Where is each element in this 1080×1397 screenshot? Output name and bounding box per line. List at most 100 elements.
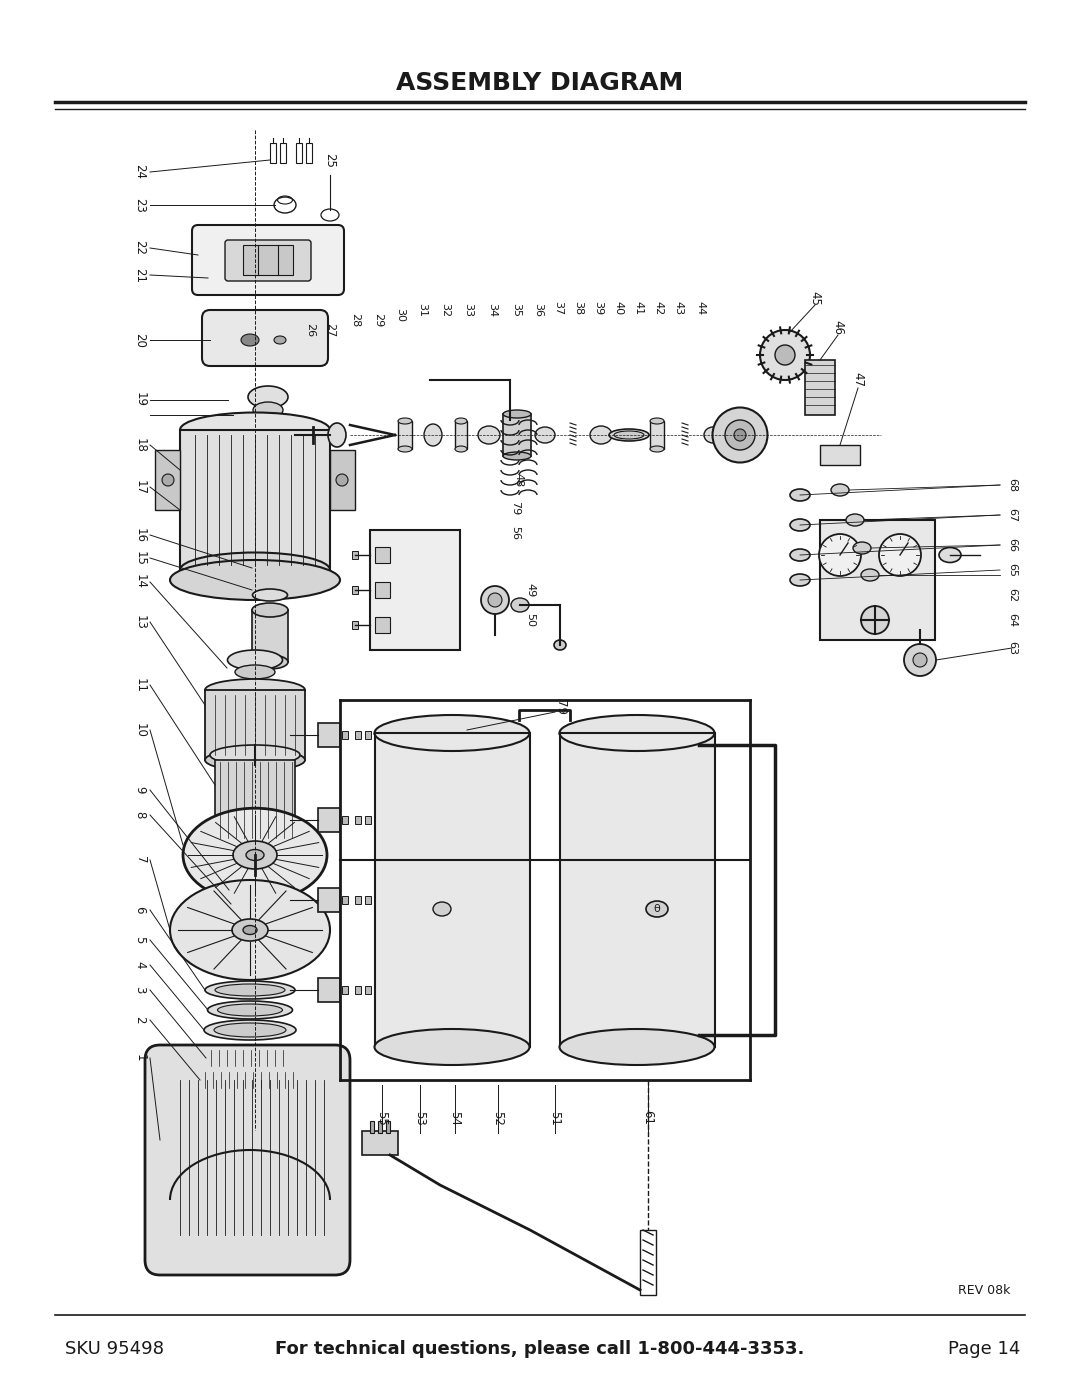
Ellipse shape <box>214 1023 286 1037</box>
Text: 62: 62 <box>1007 588 1017 602</box>
Ellipse shape <box>455 446 467 453</box>
Text: 30: 30 <box>395 307 405 321</box>
Ellipse shape <box>375 715 529 752</box>
Text: 33: 33 <box>463 303 473 317</box>
Bar <box>318 978 340 1002</box>
Text: 28: 28 <box>350 313 360 327</box>
Ellipse shape <box>853 542 870 555</box>
Text: 16: 16 <box>134 528 147 542</box>
Text: 55: 55 <box>376 1111 389 1126</box>
Bar <box>365 816 372 824</box>
Ellipse shape <box>170 560 340 599</box>
Ellipse shape <box>819 534 861 576</box>
Ellipse shape <box>207 1002 293 1018</box>
Ellipse shape <box>336 474 348 486</box>
Text: 51: 51 <box>549 1111 562 1126</box>
Bar <box>306 142 312 163</box>
Text: 29: 29 <box>373 313 383 327</box>
Ellipse shape <box>243 925 257 935</box>
Text: 27: 27 <box>325 323 335 337</box>
Text: 52: 52 <box>491 1111 504 1126</box>
Ellipse shape <box>252 655 288 669</box>
Text: 40: 40 <box>613 300 623 316</box>
Ellipse shape <box>252 604 288 617</box>
Bar <box>503 414 531 455</box>
Ellipse shape <box>229 883 281 897</box>
Text: 7: 7 <box>134 856 147 863</box>
Ellipse shape <box>488 592 502 608</box>
Text: 21: 21 <box>134 267 147 282</box>
Text: 49: 49 <box>525 583 535 597</box>
Bar <box>270 142 276 163</box>
Ellipse shape <box>559 1030 715 1065</box>
Ellipse shape <box>233 841 276 869</box>
Bar <box>805 360 835 415</box>
Text: 39: 39 <box>593 300 603 316</box>
Text: 8: 8 <box>134 812 147 819</box>
Bar <box>330 450 355 510</box>
Ellipse shape <box>245 901 265 907</box>
Bar <box>355 816 361 824</box>
Bar <box>640 1229 656 1295</box>
Ellipse shape <box>503 453 531 460</box>
Text: 45: 45 <box>809 291 822 306</box>
Ellipse shape <box>215 983 285 996</box>
Bar <box>215 760 295 840</box>
Ellipse shape <box>170 880 330 981</box>
Bar <box>375 548 390 563</box>
Bar <box>355 731 361 739</box>
Text: 50: 50 <box>525 613 535 627</box>
Ellipse shape <box>399 446 411 453</box>
Bar <box>342 731 348 739</box>
Bar <box>378 1120 382 1133</box>
Text: 1: 1 <box>134 1055 147 1062</box>
FancyBboxPatch shape <box>225 240 311 281</box>
Bar <box>362 1132 399 1155</box>
Ellipse shape <box>939 548 961 563</box>
Ellipse shape <box>210 835 300 855</box>
Ellipse shape <box>609 429 649 441</box>
Bar <box>352 622 357 629</box>
Text: 65: 65 <box>1007 563 1017 577</box>
Ellipse shape <box>274 337 286 344</box>
Text: 31: 31 <box>417 303 427 317</box>
Text: 25: 25 <box>324 152 337 168</box>
Text: For technical questions, please call 1-800-444-3353.: For technical questions, please call 1-8… <box>275 1340 805 1358</box>
Text: 61: 61 <box>642 1111 654 1126</box>
Ellipse shape <box>775 345 795 365</box>
Text: 2: 2 <box>134 1016 147 1024</box>
Ellipse shape <box>913 652 927 666</box>
Ellipse shape <box>433 902 451 916</box>
Text: 24: 24 <box>134 165 147 179</box>
Text: 22: 22 <box>134 240 147 256</box>
Text: REV 08k: REV 08k <box>958 1284 1010 1296</box>
Text: 3: 3 <box>134 986 147 993</box>
Text: 44: 44 <box>696 300 705 316</box>
Ellipse shape <box>831 483 849 496</box>
Bar <box>342 986 348 995</box>
Ellipse shape <box>328 423 346 447</box>
Ellipse shape <box>399 418 411 425</box>
Ellipse shape <box>232 919 268 942</box>
Bar <box>180 430 330 570</box>
Text: 67: 67 <box>1007 509 1017 522</box>
Bar <box>386 1120 390 1133</box>
Ellipse shape <box>590 426 612 444</box>
Text: θ: θ <box>653 904 660 914</box>
Bar <box>252 610 288 662</box>
Ellipse shape <box>615 432 644 439</box>
Ellipse shape <box>180 552 330 588</box>
Ellipse shape <box>217 1004 283 1016</box>
Ellipse shape <box>241 334 259 346</box>
Ellipse shape <box>204 1020 296 1039</box>
FancyBboxPatch shape <box>145 1045 350 1275</box>
Text: 38: 38 <box>573 300 583 316</box>
Text: 5: 5 <box>134 936 147 944</box>
Ellipse shape <box>760 330 810 380</box>
Ellipse shape <box>478 426 500 444</box>
Text: SKU 95498: SKU 95498 <box>65 1340 164 1358</box>
Ellipse shape <box>879 534 921 576</box>
Bar <box>820 446 860 465</box>
Ellipse shape <box>205 679 305 701</box>
Bar <box>352 585 357 594</box>
